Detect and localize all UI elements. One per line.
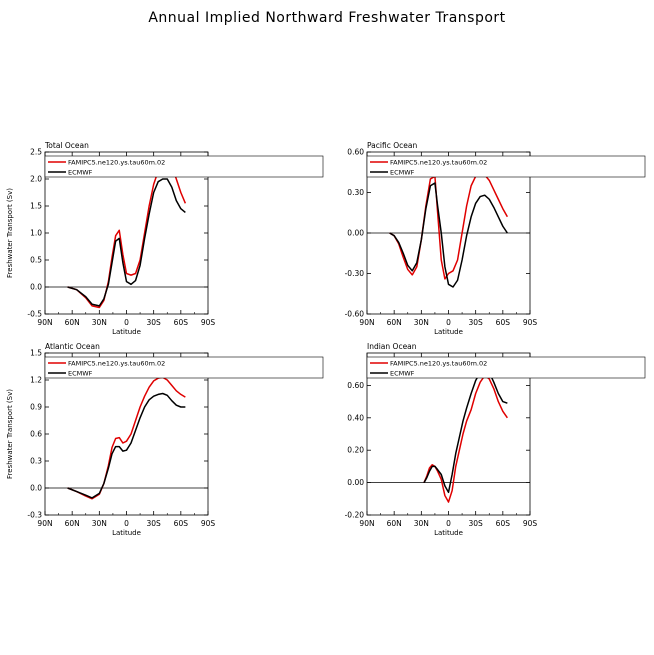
y-tick-label: 1.0 (30, 229, 42, 238)
legend: FAMIPC5.ne120.ys.tau60m.02 ECMWF (44, 155, 324, 178)
y-tick-label: 0.20 (347, 446, 364, 455)
y-tick-label: 0.00 (347, 478, 364, 487)
y-tick-label: 0.6 (30, 430, 42, 439)
y-tick-label: 0.0 (30, 484, 42, 493)
y-tick-label: -0.30 (345, 269, 365, 278)
y-tick-label: 0.3 (30, 457, 42, 466)
y-tick-label: 2.0 (30, 175, 42, 184)
x-tick-label: 30N (92, 519, 107, 528)
y-tick-label: 0.9 (30, 403, 42, 412)
x-tick-label: 90S (201, 318, 216, 327)
y-tick-label: 1.5 (30, 349, 42, 358)
series-line-model (67, 159, 187, 309)
series-line-ecmwf (67, 392, 186, 499)
y-tick-label: 2.5 (30, 148, 42, 157)
legend: FAMIPC5.ne120.ys.tau60m.02 ECMWF (44, 356, 324, 379)
legend-box (366, 155, 646, 178)
x-tick-label: 90N (359, 318, 374, 327)
x-tick-label: 0 (446, 318, 451, 327)
series-line-model (67, 376, 186, 500)
y-tick-label: 0.0 (30, 283, 42, 292)
x-tick-label: 0 (446, 519, 451, 528)
legend: FAMIPC5.ne120.ys.tau60m.02 ECMWF (366, 155, 646, 178)
x-tick-label: 90N (359, 519, 374, 528)
y-axis-label: Freshwater Transport (Sv) (6, 188, 14, 278)
series-line-ecmwf (389, 182, 508, 288)
x-tick-label: 30S (469, 519, 484, 528)
y-tick-label: 0.30 (347, 188, 364, 197)
y-tick-label: 0.5 (30, 256, 42, 265)
y-tick-label: -0.3 (27, 511, 42, 520)
x-tick-label: 90S (523, 318, 538, 327)
y-axis-label: Freshwater Transport (Sv) (6, 389, 14, 479)
x-tick-label: 60S (496, 519, 511, 528)
y-tick-label: 1.2 (30, 376, 42, 385)
x-tick-label: 60N (387, 318, 402, 327)
y-tick-label: -0.5 (27, 310, 42, 319)
legend-entry: ECMWF (390, 369, 415, 377)
panel-title: Pacific Ocean (367, 141, 417, 150)
series-line-model (423, 374, 508, 503)
x-tick-label: 30S (469, 318, 484, 327)
x-tick-label: 30N (414, 318, 429, 327)
x-axis-label: Latitude (112, 328, 141, 336)
x-tick-label: 90N (37, 318, 52, 327)
x-tick-label: 90S (523, 519, 538, 528)
legend-entry: FAMIPC5.ne120.ys.tau60m.02 (390, 359, 487, 367)
x-tick-label: 60N (65, 318, 80, 327)
panel-title: Indian Ocean (367, 342, 417, 351)
legend-box (44, 155, 324, 178)
panel-title: Atlantic Ocean (45, 342, 100, 351)
x-tick-label: 30S (147, 318, 162, 327)
legend-entry: FAMIPC5.ne120.ys.tau60m.02 (68, 359, 165, 367)
y-tick-label: 0.60 (347, 381, 364, 390)
x-tick-label: 30N (92, 318, 107, 327)
legend: FAMIPC5.ne120.ys.tau60m.02 ECMWF (366, 356, 646, 379)
x-tick-label: 0 (124, 519, 129, 528)
x-tick-label: 90S (201, 519, 216, 528)
series-line-ecmwf (67, 178, 186, 307)
panels: Total Ocean 90N 60N 30N 0 30S 60S 90S -0.5 0.0 0.5… (6, 141, 646, 537)
x-tick-label: 30N (414, 519, 429, 528)
x-tick-label: 60S (174, 318, 189, 327)
figure-title: Annual Implied Northward Freshwater Tran… (148, 10, 505, 26)
x-tick-label: 60S (174, 519, 189, 528)
y-tick-label: -0.60 (345, 310, 365, 319)
legend-entry: ECMWF (390, 168, 415, 176)
x-tick-label: 30S (147, 519, 162, 528)
x-tick-label: 90N (37, 519, 52, 528)
panel-3: Indian Ocean 90N 60N 30N 0 30S 60S 90S -0.20 0.00… (345, 342, 646, 537)
panel-0: Total Ocean 90N 60N 30N 0 30S 60S 90S -0.5 0.0 0.5… (6, 141, 324, 336)
panel-title: Total Ocean (44, 141, 89, 150)
legend-entry: ECMWF (68, 168, 93, 176)
x-tick-label: 60S (496, 318, 511, 327)
legend-box (44, 356, 324, 379)
y-tick-label: 1.5 (30, 202, 42, 211)
panel-1: Pacific Ocean 90N 60N 30N 0 30S 60S 90S -0.60 -0.… (345, 141, 646, 336)
y-tick-label: 0.60 (347, 148, 364, 157)
x-tick-label: 60N (387, 519, 402, 528)
legend-entry: FAMIPC5.ne120.ys.tau60m.02 (68, 158, 165, 166)
panel-2: Atlantic Ocean 90N 60N 30N 0 30S 60S 90S -0.3 0.0… (6, 342, 324, 537)
legend-box (366, 356, 646, 379)
x-axis-label: Latitude (112, 529, 141, 537)
x-tick-label: 0 (124, 318, 129, 327)
x-tick-label: 60N (65, 519, 80, 528)
x-axis-label: Latitude (434, 529, 463, 537)
series-line-ecmwf (423, 368, 508, 494)
legend-entry: FAMIPC5.ne120.ys.tau60m.02 (390, 158, 487, 166)
x-axis-label: Latitude (434, 328, 463, 336)
y-tick-label: 0.00 (347, 229, 364, 238)
y-tick-label: -0.20 (345, 511, 365, 520)
y-tick-label: 0.40 (347, 413, 364, 422)
legend-entry: ECMWF (68, 369, 93, 377)
